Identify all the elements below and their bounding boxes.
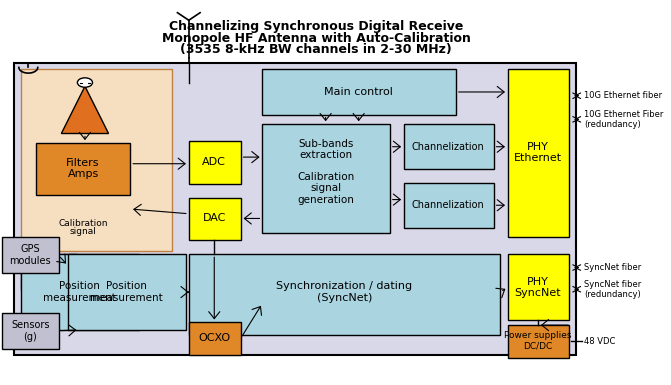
- Text: Sub-bands
extraction: Sub-bands extraction: [298, 139, 354, 161]
- Bar: [14, 63, 576, 355]
- Text: PHY
SyncNet: PHY SyncNet: [515, 276, 562, 298]
- Text: PHY
Ethernet: PHY Ethernet: [514, 142, 562, 163]
- Text: Synchronization / dating
(SyncNet): Synchronization / dating (SyncNet): [276, 281, 413, 303]
- Bar: [508, 254, 569, 320]
- Bar: [2, 313, 58, 349]
- Text: Channelization: Channelization: [412, 200, 484, 210]
- Text: Sensors
(g): Sensors (g): [11, 320, 50, 341]
- Bar: [404, 182, 494, 228]
- Bar: [262, 124, 390, 233]
- Text: Power supplies
DC/DC: Power supplies DC/DC: [505, 331, 572, 351]
- Text: Monopole HF Antenna with Auto-Calibration: Monopole HF Antenna with Auto-Calibratio…: [162, 32, 470, 45]
- Text: (3535 8-kHz BW channels in 2-30 MHz): (3535 8-kHz BW channels in 2-30 MHz): [180, 43, 452, 56]
- Ellipse shape: [77, 78, 93, 87]
- Text: Main control: Main control: [324, 87, 393, 97]
- Bar: [404, 124, 494, 169]
- Text: Calibration: Calibration: [58, 219, 108, 228]
- Polygon shape: [61, 86, 109, 134]
- Bar: [21, 254, 139, 330]
- Text: Position
measurement: Position measurement: [90, 281, 163, 303]
- Text: Channelization: Channelization: [412, 142, 484, 152]
- Text: Position
measurement: Position measurement: [43, 281, 115, 303]
- Bar: [21, 69, 172, 251]
- Text: signal: signal: [70, 227, 97, 236]
- Bar: [68, 254, 186, 330]
- Bar: [36, 143, 130, 195]
- Bar: [189, 141, 241, 184]
- Bar: [189, 254, 501, 335]
- Text: Filters
Amps: Filters Amps: [66, 157, 100, 179]
- Bar: [189, 198, 241, 240]
- Text: SyncNet fiber: SyncNet fiber: [584, 263, 641, 272]
- Text: GPS
modules: GPS modules: [9, 244, 51, 266]
- Bar: [189, 322, 241, 355]
- Text: Channelizing Synchronous Digital Receive: Channelizing Synchronous Digital Receive: [169, 20, 464, 33]
- Text: ADC: ADC: [203, 157, 226, 167]
- Text: 10G Ethernet fiber: 10G Ethernet fiber: [584, 91, 662, 100]
- Bar: [508, 325, 569, 358]
- Text: DAC: DAC: [203, 213, 226, 223]
- Bar: [508, 69, 569, 237]
- Bar: [262, 69, 456, 115]
- Bar: [21, 254, 77, 290]
- Bar: [2, 237, 58, 273]
- Text: SyncNet fiber
(redundancy): SyncNet fiber (redundancy): [584, 280, 641, 299]
- Text: Calibration
signal
generation: Calibration signal generation: [297, 172, 354, 205]
- Text: OCXO: OCXO: [198, 333, 230, 343]
- Text: 10G Ethernet Fiber
(redundancy): 10G Ethernet Fiber (redundancy): [584, 110, 664, 129]
- Text: 48 VDC: 48 VDC: [584, 336, 615, 346]
